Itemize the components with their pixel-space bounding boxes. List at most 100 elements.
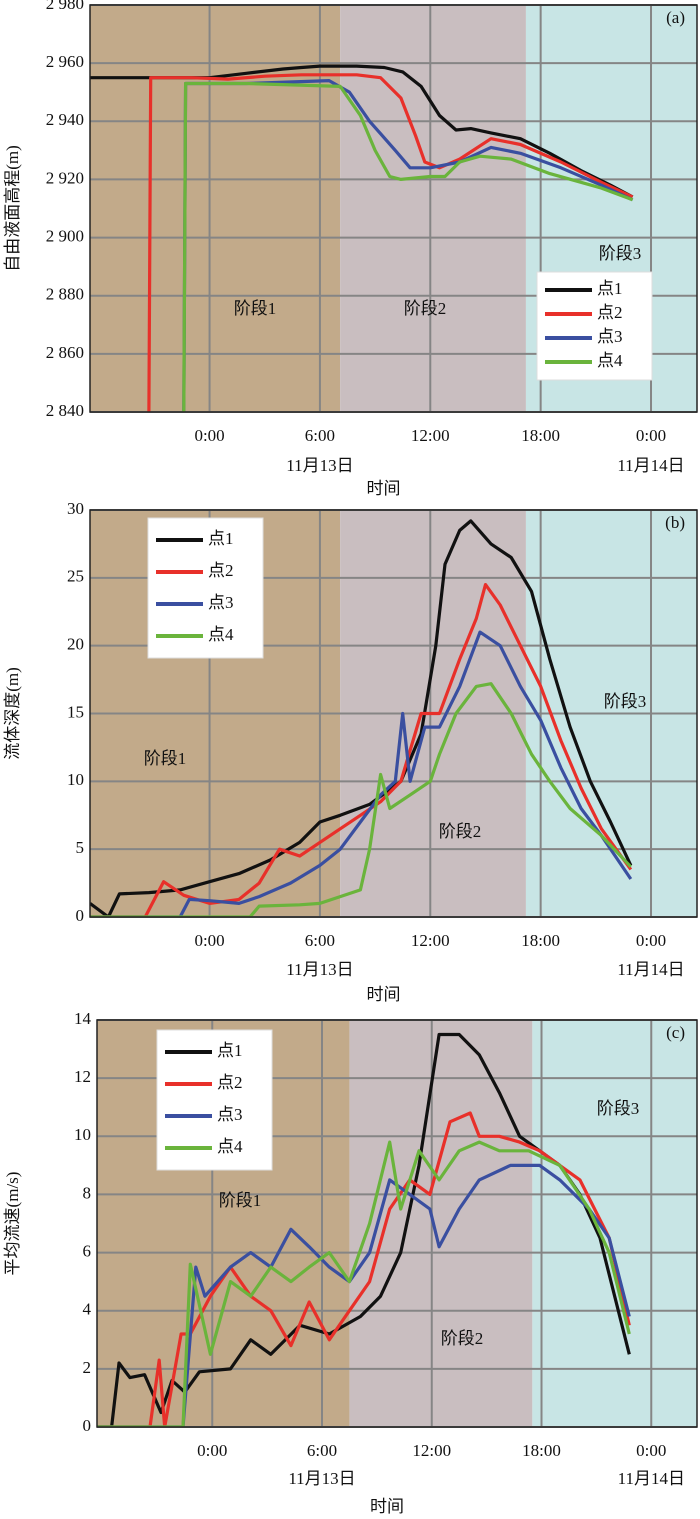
series-line — [182, 79, 634, 412]
panel: 阶段1 阶段2 阶段3 2 840 2 860 2 880 2 900 2 920 2 940 2… — [3, 0, 698, 498]
date-label: 11月14日 — [618, 1469, 685, 1488]
y-tick-label: 4 — [83, 1300, 92, 1319]
y-tick-label: 2 880 — [46, 285, 84, 304]
x-tick-label: 18:00 — [521, 426, 560, 445]
y-axis-label: 流体深度(m) — [3, 667, 22, 760]
y-tick-label: 10 — [67, 770, 84, 789]
legend-label: 点2 — [208, 561, 234, 580]
stage-label: 阶段2 — [441, 1329, 484, 1348]
x-tick-label: 0:00 — [197, 1441, 227, 1460]
plot-data — [90, 519, 633, 917]
series-line — [90, 519, 633, 917]
y-tick-label: 6 — [83, 1241, 92, 1260]
series-line — [90, 64, 634, 199]
y-tick-label: 2 900 — [46, 226, 84, 245]
x-tick-label: 12:00 — [412, 1441, 451, 1460]
panel: 阶段1 阶段2 阶段3 0 2 4 6 8 10 12 14 0:00 6:00 12:00 18:00 0:… — [3, 1009, 698, 1516]
plot-frame — [89, 4, 698, 413]
series-line — [90, 682, 632, 917]
y-tick-label: 15 — [67, 702, 84, 721]
y-tick-label: 2 940 — [46, 110, 84, 129]
x-tick-label: 6:00 — [307, 1441, 337, 1460]
stage-label: 阶段1 — [219, 1191, 262, 1210]
legend-label: 点1 — [217, 1041, 243, 1060]
legend: 点1 点2 点3 点4 — [147, 517, 264, 659]
series-line — [147, 73, 634, 412]
legend-label: 点4 — [597, 351, 623, 370]
stage-label: 阶段3 — [599, 244, 642, 263]
y-tick-label: 2 960 — [46, 52, 84, 71]
plot-frame — [89, 509, 698, 918]
series-line — [182, 81, 634, 412]
stage-band — [532, 1020, 697, 1427]
x-axis-label: 时间 — [370, 1497, 404, 1516]
x-tick-label: 6:00 — [305, 426, 335, 445]
panel-label: (b) — [665, 513, 685, 532]
legend-label: 点1 — [597, 279, 623, 298]
x-tick-label: 0:00 — [194, 931, 224, 950]
x-tick-label: 0:00 — [636, 1441, 666, 1460]
y-tick-label: 5 — [76, 838, 85, 857]
y-tick-label: 8 — [83, 1183, 92, 1202]
y-tick-label: 0 — [76, 906, 85, 925]
stage-label: 阶段3 — [597, 1099, 640, 1118]
y-tick-label: 12 — [74, 1067, 91, 1086]
panel: 阶段1 阶段2 阶段3 0 5 10 15 20 25 30 0:00 6:00 12:00 18:00 0… — [3, 499, 698, 1004]
legend-label: 点3 — [208, 593, 234, 612]
date-label: 11月14日 — [617, 960, 684, 979]
stage-label: 阶段1 — [234, 299, 277, 318]
y-tick-label: 14 — [74, 1009, 92, 1028]
y-tick-label: 2 980 — [46, 0, 84, 13]
panel-label: (a) — [666, 8, 685, 27]
stage-label: 阶段2 — [439, 822, 482, 841]
y-tick-label: 2 860 — [46, 343, 84, 362]
stage-band — [349, 1020, 533, 1427]
y-tick-label: 2 — [83, 1358, 92, 1377]
date-label: 11月14日 — [617, 456, 684, 475]
stage-band — [90, 5, 341, 412]
series-line — [97, 1032, 631, 1427]
stage-label: 阶段3 — [604, 692, 647, 711]
legend-label: 点4 — [217, 1137, 243, 1156]
plot-data — [97, 1032, 631, 1427]
y-tick-label: 0 — [83, 1416, 92, 1435]
legend-label: 点3 — [597, 327, 623, 346]
date-label: 11月13日 — [286, 960, 353, 979]
stage-label: 阶段1 — [144, 749, 187, 768]
legend-label: 点2 — [217, 1073, 243, 1092]
y-axis-label: 自由液面高程(m) — [3, 145, 22, 272]
y-tick-label: 2 840 — [46, 401, 84, 420]
legend-label: 点4 — [208, 625, 234, 644]
x-axis-label: 时间 — [367, 985, 401, 1004]
stage-label: 阶段2 — [404, 299, 447, 318]
legend: 点1 点2 点3 点4 — [156, 1029, 273, 1171]
x-tick-label: 6:00 — [305, 931, 335, 950]
panel-label: (c) — [666, 1023, 685, 1042]
x-tick-label: 12:00 — [411, 931, 450, 950]
series-line — [97, 1140, 631, 1427]
series-line — [97, 1163, 631, 1427]
y-tick-label: 2 920 — [46, 168, 84, 187]
x-tick-label: 0:00 — [636, 931, 666, 950]
x-tick-label: 0:00 — [636, 426, 666, 445]
x-tick-label: 12:00 — [411, 426, 450, 445]
y-tick-label: 25 — [67, 567, 84, 586]
legend-label: 点2 — [597, 303, 623, 322]
legend: 点1 点2 点3 点4 — [536, 271, 653, 381]
date-label: 11月13日 — [288, 1469, 355, 1488]
plot-frame — [96, 1019, 698, 1428]
x-tick-label: 18:00 — [522, 1441, 561, 1460]
y-tick-label: 30 — [67, 499, 84, 518]
legend-label: 点1 — [208, 529, 234, 548]
stage-band — [340, 5, 526, 412]
x-tick-label: 0:00 — [194, 426, 224, 445]
date-label: 11月13日 — [286, 456, 353, 475]
x-axis-label: 时间 — [367, 479, 401, 498]
x-tick-label: 18:00 — [521, 931, 560, 950]
plot-data — [90, 64, 634, 412]
legend-label: 点3 — [217, 1105, 243, 1124]
y-axis-label: 平均流速(m/s) — [3, 1172, 22, 1276]
series-line — [90, 630, 633, 917]
y-tick-label: 10 — [74, 1125, 91, 1144]
